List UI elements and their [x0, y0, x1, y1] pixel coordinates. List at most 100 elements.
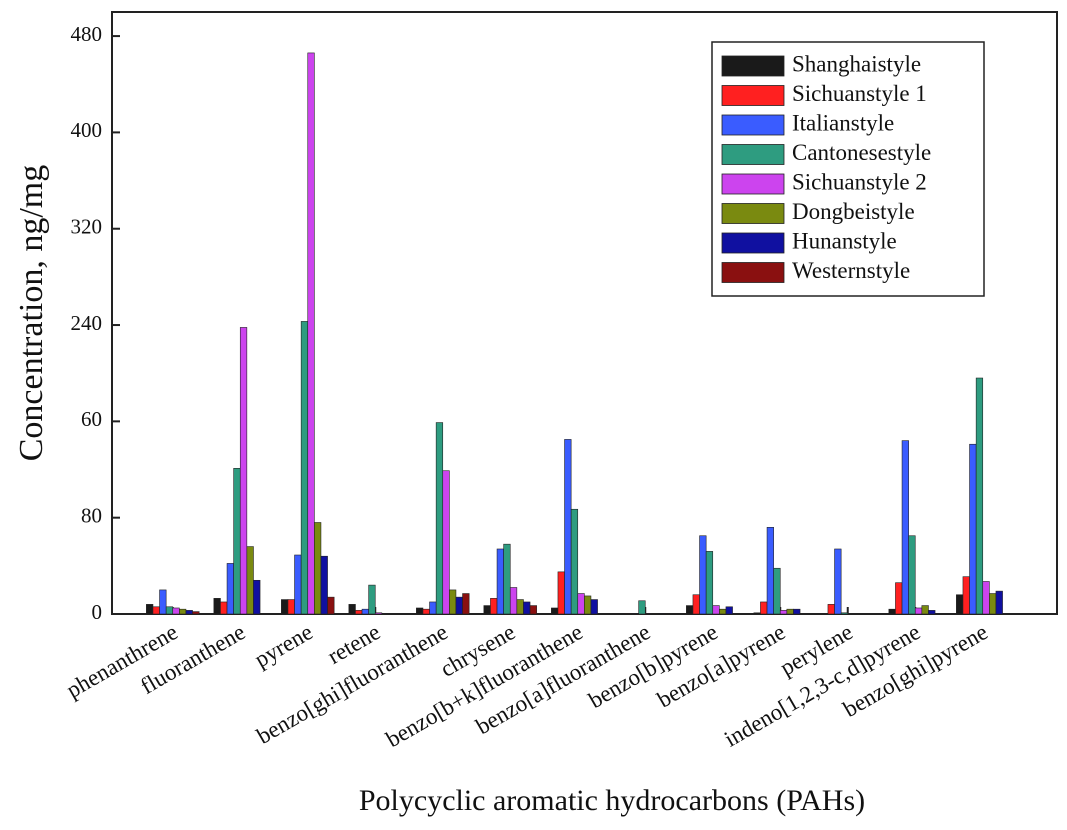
legend-label: Cantonesestyle [792, 140, 931, 165]
y-tick-label: 400 [71, 118, 103, 142]
bar [172, 607, 180, 615]
bar [753, 612, 761, 615]
bar [146, 604, 154, 615]
bar [159, 589, 167, 615]
legend-label: Sichuanstyle 2 [792, 169, 927, 194]
y-tick-label: 0 [92, 600, 103, 624]
legend-swatch [721, 203, 785, 224]
bar [348, 604, 356, 615]
legend-label: Shanghaistyle [792, 51, 921, 76]
legend-label: Hunanstyle [792, 228, 897, 253]
bar [975, 377, 984, 615]
bar [928, 610, 936, 615]
legend-swatch [721, 114, 785, 136]
bar [455, 596, 463, 615]
bar [529, 605, 537, 615]
x-tick-label: pyrene [250, 619, 317, 672]
legend-label: Italianstyle [792, 110, 894, 135]
y-tick-label: 320 [71, 215, 103, 239]
bar [921, 605, 929, 615]
bar [651, 613, 659, 615]
bar [226, 563, 234, 615]
bar [692, 594, 700, 615]
bar [523, 601, 531, 615]
bar [658, 613, 666, 615]
y-tick-label: 80 [81, 503, 102, 527]
bar [686, 605, 694, 615]
bar [165, 606, 174, 615]
bar [355, 610, 363, 615]
bar [233, 468, 241, 615]
bar [908, 535, 916, 615]
y-tick-label: 480 [71, 22, 103, 46]
bar [564, 439, 572, 615]
bar [368, 584, 376, 615]
bar [239, 327, 248, 615]
bar [779, 610, 788, 615]
bar [719, 608, 727, 615]
bar [793, 608, 801, 615]
bar [281, 599, 289, 615]
bar [503, 543, 511, 615]
bar [192, 611, 200, 615]
bar [442, 470, 450, 615]
bar [374, 612, 383, 615]
bar [220, 601, 228, 615]
bar [982, 581, 990, 615]
bar [516, 599, 524, 615]
bar [253, 579, 261, 615]
bar [246, 546, 254, 615]
bar [300, 321, 309, 615]
bar [834, 548, 842, 615]
bar [320, 555, 328, 615]
bar [590, 599, 598, 615]
bar [179, 608, 187, 615]
bar [760, 601, 768, 615]
bar [962, 576, 970, 615]
bar [449, 589, 457, 615]
bar [185, 610, 193, 615]
bar [490, 598, 498, 615]
bar [827, 604, 835, 615]
bar [462, 593, 470, 615]
legend-swatch [721, 173, 785, 195]
bar [287, 599, 295, 615]
bar [989, 593, 997, 615]
bar [152, 606, 160, 615]
bar [496, 548, 504, 615]
legend-swatch [721, 262, 785, 283]
bar [766, 527, 774, 615]
bar [888, 608, 896, 615]
bar [914, 607, 923, 615]
bar [638, 600, 646, 615]
bar [631, 613, 639, 615]
bar [577, 593, 585, 615]
bar [551, 607, 559, 615]
bar [509, 587, 518, 615]
legend-swatch [721, 85, 785, 106]
bar [644, 613, 653, 615]
bar [429, 601, 437, 615]
bar [699, 535, 707, 615]
y-tick-label: 60 [81, 407, 102, 431]
bar [361, 608, 369, 615]
bar [712, 605, 720, 615]
legend-label: Sichuanstyle 1 [792, 81, 927, 106]
bar [618, 613, 626, 615]
bar [584, 595, 592, 615]
bar [327, 596, 335, 615]
bar [705, 551, 714, 615]
bar [625, 613, 633, 615]
legend-swatch [721, 232, 785, 254]
bar [773, 567, 781, 615]
bar [294, 554, 302, 615]
x-axis-title: Polycyclic aromatic hydrocarbons (PAHs) [359, 784, 865, 817]
bar [969, 443, 977, 615]
y-tick-label: 240 [71, 311, 103, 335]
y-axis-title: Concentration, ng/mg [13, 165, 50, 462]
legend-label: Dongbeistyle [792, 199, 915, 224]
bar [416, 607, 424, 615]
legend-label: Westernstyle [792, 258, 910, 283]
bar [570, 508, 579, 615]
